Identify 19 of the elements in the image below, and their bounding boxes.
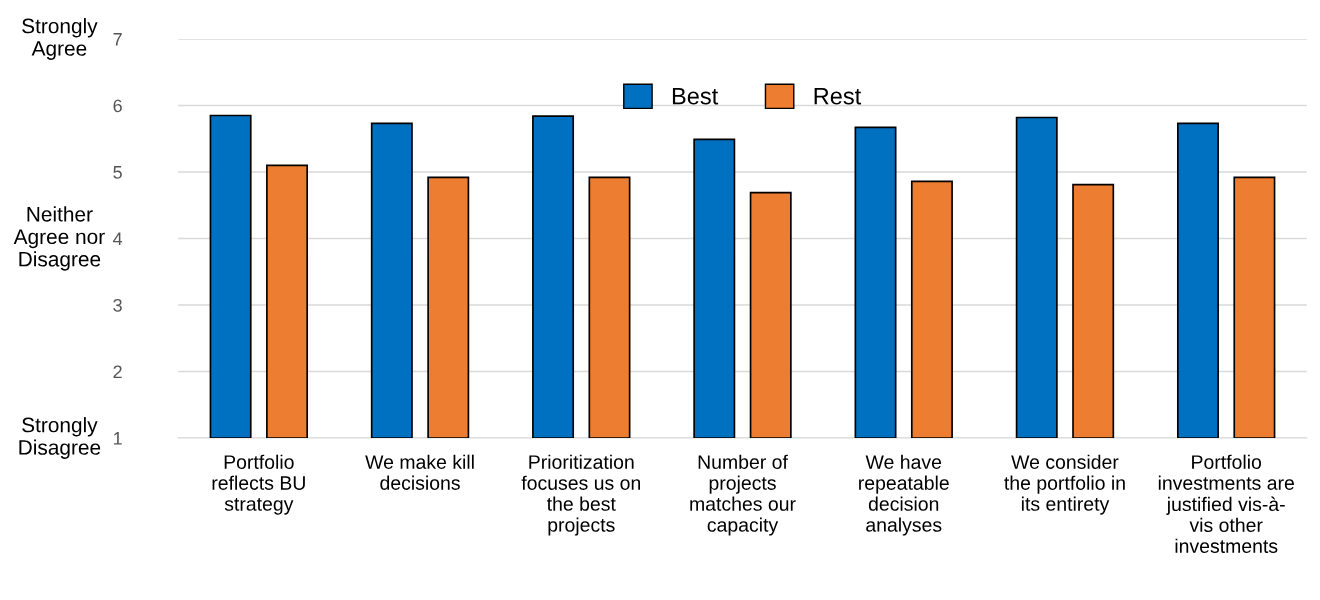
y-tick-label: 1 [113,432,122,445]
y-tick-label: 4 [113,232,123,246]
text: Strongly Agree [22,18,98,60]
y-tick-label: 3 [113,298,122,312]
x-tick-label: Portfolio investments are justified vis-à- vis other investments [1158,454,1294,553]
text: Neither Agree nor Disagree [13,206,105,271]
text: Strongly Disagree [19,417,101,459]
y-tick-label: 5 [113,166,122,179]
x-tick-label: We make kill decisions [365,454,474,490]
x-tick-label: Prioritization focuses us on the best projects [521,454,640,536]
x-tick-label: Number of projects matches our capacity [690,454,796,536]
legend-label: Rest [814,88,862,105]
x-tick-label: Portfolio reflects BU strategy [212,454,305,515]
legend-label: Best [672,88,719,105]
x-tick-label: We have repeatable decision analyses [859,454,949,536]
y-tick-label: 6 [113,99,122,113]
y-tick-label: 2 [113,365,122,379]
y-tick-label: 7 [113,33,122,46]
x-tick-label: We consider the portfolio in its entirety [1004,454,1125,515]
